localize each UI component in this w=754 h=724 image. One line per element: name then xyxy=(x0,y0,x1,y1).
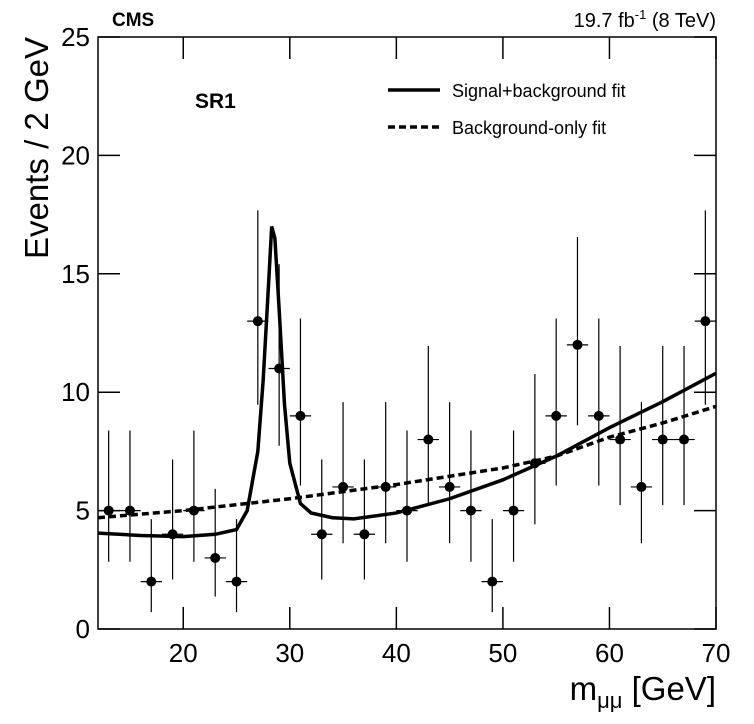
legend-label: Signal+background fit xyxy=(452,81,626,101)
x-tick-label: 50 xyxy=(488,638,517,668)
data-point xyxy=(146,576,157,587)
data-point xyxy=(295,410,306,421)
lumi-text: 19.7 fb xyxy=(574,10,635,32)
data-point xyxy=(508,505,519,516)
x-tick-label: 20 xyxy=(169,638,198,668)
region-label: SR1 xyxy=(195,90,236,113)
data-point xyxy=(423,434,434,445)
data-point xyxy=(252,316,263,327)
data-point xyxy=(551,410,562,421)
y-axis-label: Events / 2 GeV xyxy=(18,37,55,259)
data-point xyxy=(338,481,349,492)
data-point xyxy=(103,505,114,516)
data-point xyxy=(316,529,327,540)
luminosity-label: 19.7 fb-1 (8 TeV) xyxy=(574,7,716,32)
data-point xyxy=(636,481,647,492)
data-point xyxy=(487,576,498,587)
y-tick-label: 20 xyxy=(61,140,90,170)
data-point xyxy=(679,434,690,445)
experiment-label: CMS xyxy=(112,10,154,31)
data-point xyxy=(615,434,626,445)
y-tick-label: 15 xyxy=(61,259,90,289)
x-tick-label: 60 xyxy=(595,638,624,668)
y-tick-label: 10 xyxy=(61,377,90,407)
data-point xyxy=(593,410,604,421)
data-point xyxy=(572,339,583,350)
y-tick-label: 5 xyxy=(76,496,90,526)
plot-frame xyxy=(97,36,717,630)
legend-label: Background-only fit xyxy=(452,118,606,138)
data-point xyxy=(210,552,221,563)
data-point xyxy=(359,529,370,540)
x-tick-label: 30 xyxy=(275,638,304,668)
data-point xyxy=(231,576,242,587)
data-point xyxy=(657,434,668,445)
data-point xyxy=(465,505,476,516)
fit-line xyxy=(97,404,717,520)
x-axis-label: mμμ [GeV] xyxy=(570,670,716,713)
data-point xyxy=(700,316,711,327)
lumi-text: (8 TeV) xyxy=(646,10,716,32)
y-tick-label: 0 xyxy=(76,614,90,644)
y-tick-label: 25 xyxy=(61,22,90,52)
x-label-sub: μμ xyxy=(597,688,622,713)
x-label-part: m xyxy=(570,670,598,707)
x-tick-label: 70 xyxy=(702,638,731,668)
data-point xyxy=(444,481,455,492)
fit-line xyxy=(97,225,717,539)
x-tick-label: 40 xyxy=(382,638,411,668)
lumi-sup: -1 xyxy=(635,7,647,22)
x-label-part: [GeV] xyxy=(622,670,716,707)
